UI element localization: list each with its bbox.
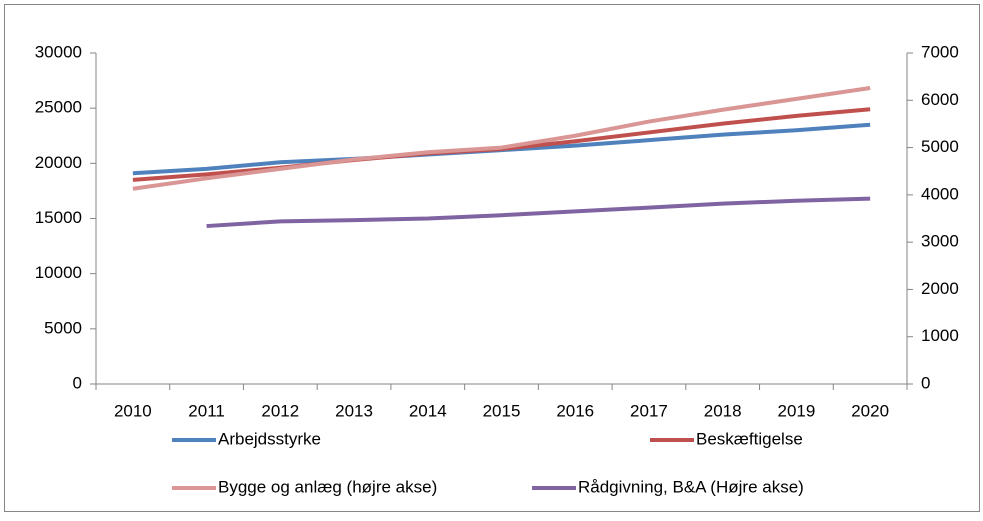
y-tick-label: 30000 <box>35 42 82 61</box>
y-tick-label: 15000 <box>35 208 82 227</box>
legend-label: Rådgivning, B&A (Højre akse) <box>578 477 804 496</box>
y2-tick-label: 2000 <box>921 279 959 298</box>
y2-tick-label: 6000 <box>921 90 959 109</box>
y2-tick-label: 7000 <box>921 42 959 61</box>
x-tick-label: 2016 <box>556 401 594 420</box>
x-tick-label: 2020 <box>851 401 889 420</box>
y2-tick-label: 4000 <box>921 184 959 203</box>
y-tick-label: 20000 <box>35 153 82 172</box>
legend-label: Arbejdsstyrke <box>218 429 321 448</box>
x-tick-label: 2017 <box>630 401 668 420</box>
series-line <box>132 86 871 191</box>
y-tick-label: 0 <box>73 373 82 392</box>
y-tick-label: 25000 <box>35 98 82 117</box>
x-tick-label: 2014 <box>409 401 447 420</box>
x-tick-label: 2013 <box>335 401 373 420</box>
x-tick-label: 2018 <box>704 401 742 420</box>
legend-label: Bygge og anlæg (højre akse) <box>218 477 437 496</box>
x-tick-label: 2012 <box>261 401 299 420</box>
x-tick-label: 2011 <box>188 401 225 420</box>
y-tick-label: 10000 <box>35 263 82 282</box>
y2-tick-label: 1000 <box>921 326 959 345</box>
legend-label: Beskæftigelse <box>696 429 803 448</box>
series-line <box>206 196 871 229</box>
y2-tick-label: 5000 <box>921 137 959 156</box>
x-tick-label: 2019 <box>777 401 815 420</box>
x-tick-label: 2015 <box>483 401 521 420</box>
chart-border <box>4 4 980 512</box>
y-tick-label: 5000 <box>44 318 82 337</box>
x-tick-label: 2010 <box>114 401 152 420</box>
y2-tick-label: 0 <box>921 373 930 392</box>
y2-tick-label: 3000 <box>921 232 959 251</box>
